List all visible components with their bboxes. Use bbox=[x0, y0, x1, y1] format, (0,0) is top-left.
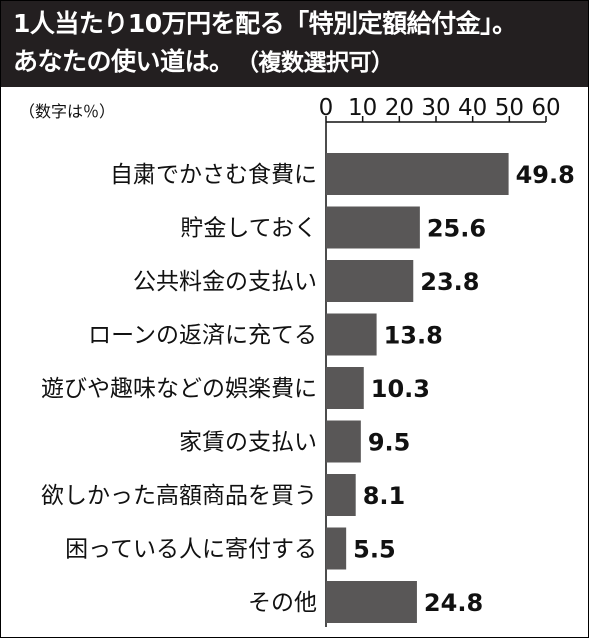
bar bbox=[326, 581, 417, 623]
value-label: 23.8 bbox=[420, 268, 479, 296]
category-label: 自粛でかさむ食費に bbox=[110, 162, 317, 188]
category-label: 公共料金の支払い bbox=[133, 269, 317, 295]
x-tick-label: 10 bbox=[348, 95, 377, 121]
category-label: 貯金しておく bbox=[180, 216, 317, 242]
value-label: 10.3 bbox=[371, 375, 430, 403]
x-tick-label: 60 bbox=[531, 95, 560, 121]
x-tick-label: 0 bbox=[319, 95, 334, 121]
category-label: その他 bbox=[248, 590, 317, 616]
bar bbox=[326, 420, 361, 463]
x-tick-label: 30 bbox=[421, 95, 450, 121]
category-label: 家賃の支払い bbox=[179, 430, 317, 456]
chart-title-note: （複数選択可） bbox=[247, 50, 395, 76]
value-label: 8.1 bbox=[363, 482, 406, 510]
value-label: 25.6 bbox=[427, 215, 486, 243]
category-label: 困っている人に寄付する bbox=[65, 537, 317, 563]
value-label: 24.8 bbox=[424, 589, 483, 617]
title-bar: 1人当たり10万円を配る「特別定額給付金」。 あなたの使い道は。 （複数選択可） bbox=[1, 1, 588, 87]
category-label: 遊びや趣味などの娯楽費に bbox=[41, 376, 317, 402]
chart-title-line1: 1人当たり10万円を配る「特別定額給付金」。 bbox=[13, 9, 517, 38]
x-tick-label: 50 bbox=[495, 95, 524, 121]
x-tick-label: 40 bbox=[458, 95, 487, 121]
bar bbox=[326, 206, 420, 249]
value-label: 13.8 bbox=[384, 322, 443, 350]
category-label: ローンの返済に充てる bbox=[88, 323, 317, 349]
bar-chart: （数字は％） 0 10 20 30 40 50 60 自粛でかさむ食費に 49.8 貯金しておく 25… bbox=[19, 95, 575, 627]
bar bbox=[326, 474, 356, 516]
bar bbox=[326, 527, 347, 570]
chart-title-line2: あなたの使い道は。 （複数選択可） bbox=[13, 43, 576, 82]
value-label: 9.5 bbox=[368, 429, 411, 457]
bar bbox=[326, 367, 364, 409]
bar bbox=[326, 153, 509, 195]
chart-title-main: あなたの使い道は。 bbox=[13, 47, 234, 76]
category-label: 欲しかった高額商品を買う bbox=[41, 483, 317, 509]
bar bbox=[326, 313, 377, 356]
value-label: 5.5 bbox=[353, 536, 396, 564]
bar bbox=[326, 260, 414, 302]
value-label: 49.8 bbox=[516, 161, 575, 189]
x-tick-label: 20 bbox=[385, 95, 414, 121]
unit-note: （数字は％） bbox=[19, 102, 115, 121]
